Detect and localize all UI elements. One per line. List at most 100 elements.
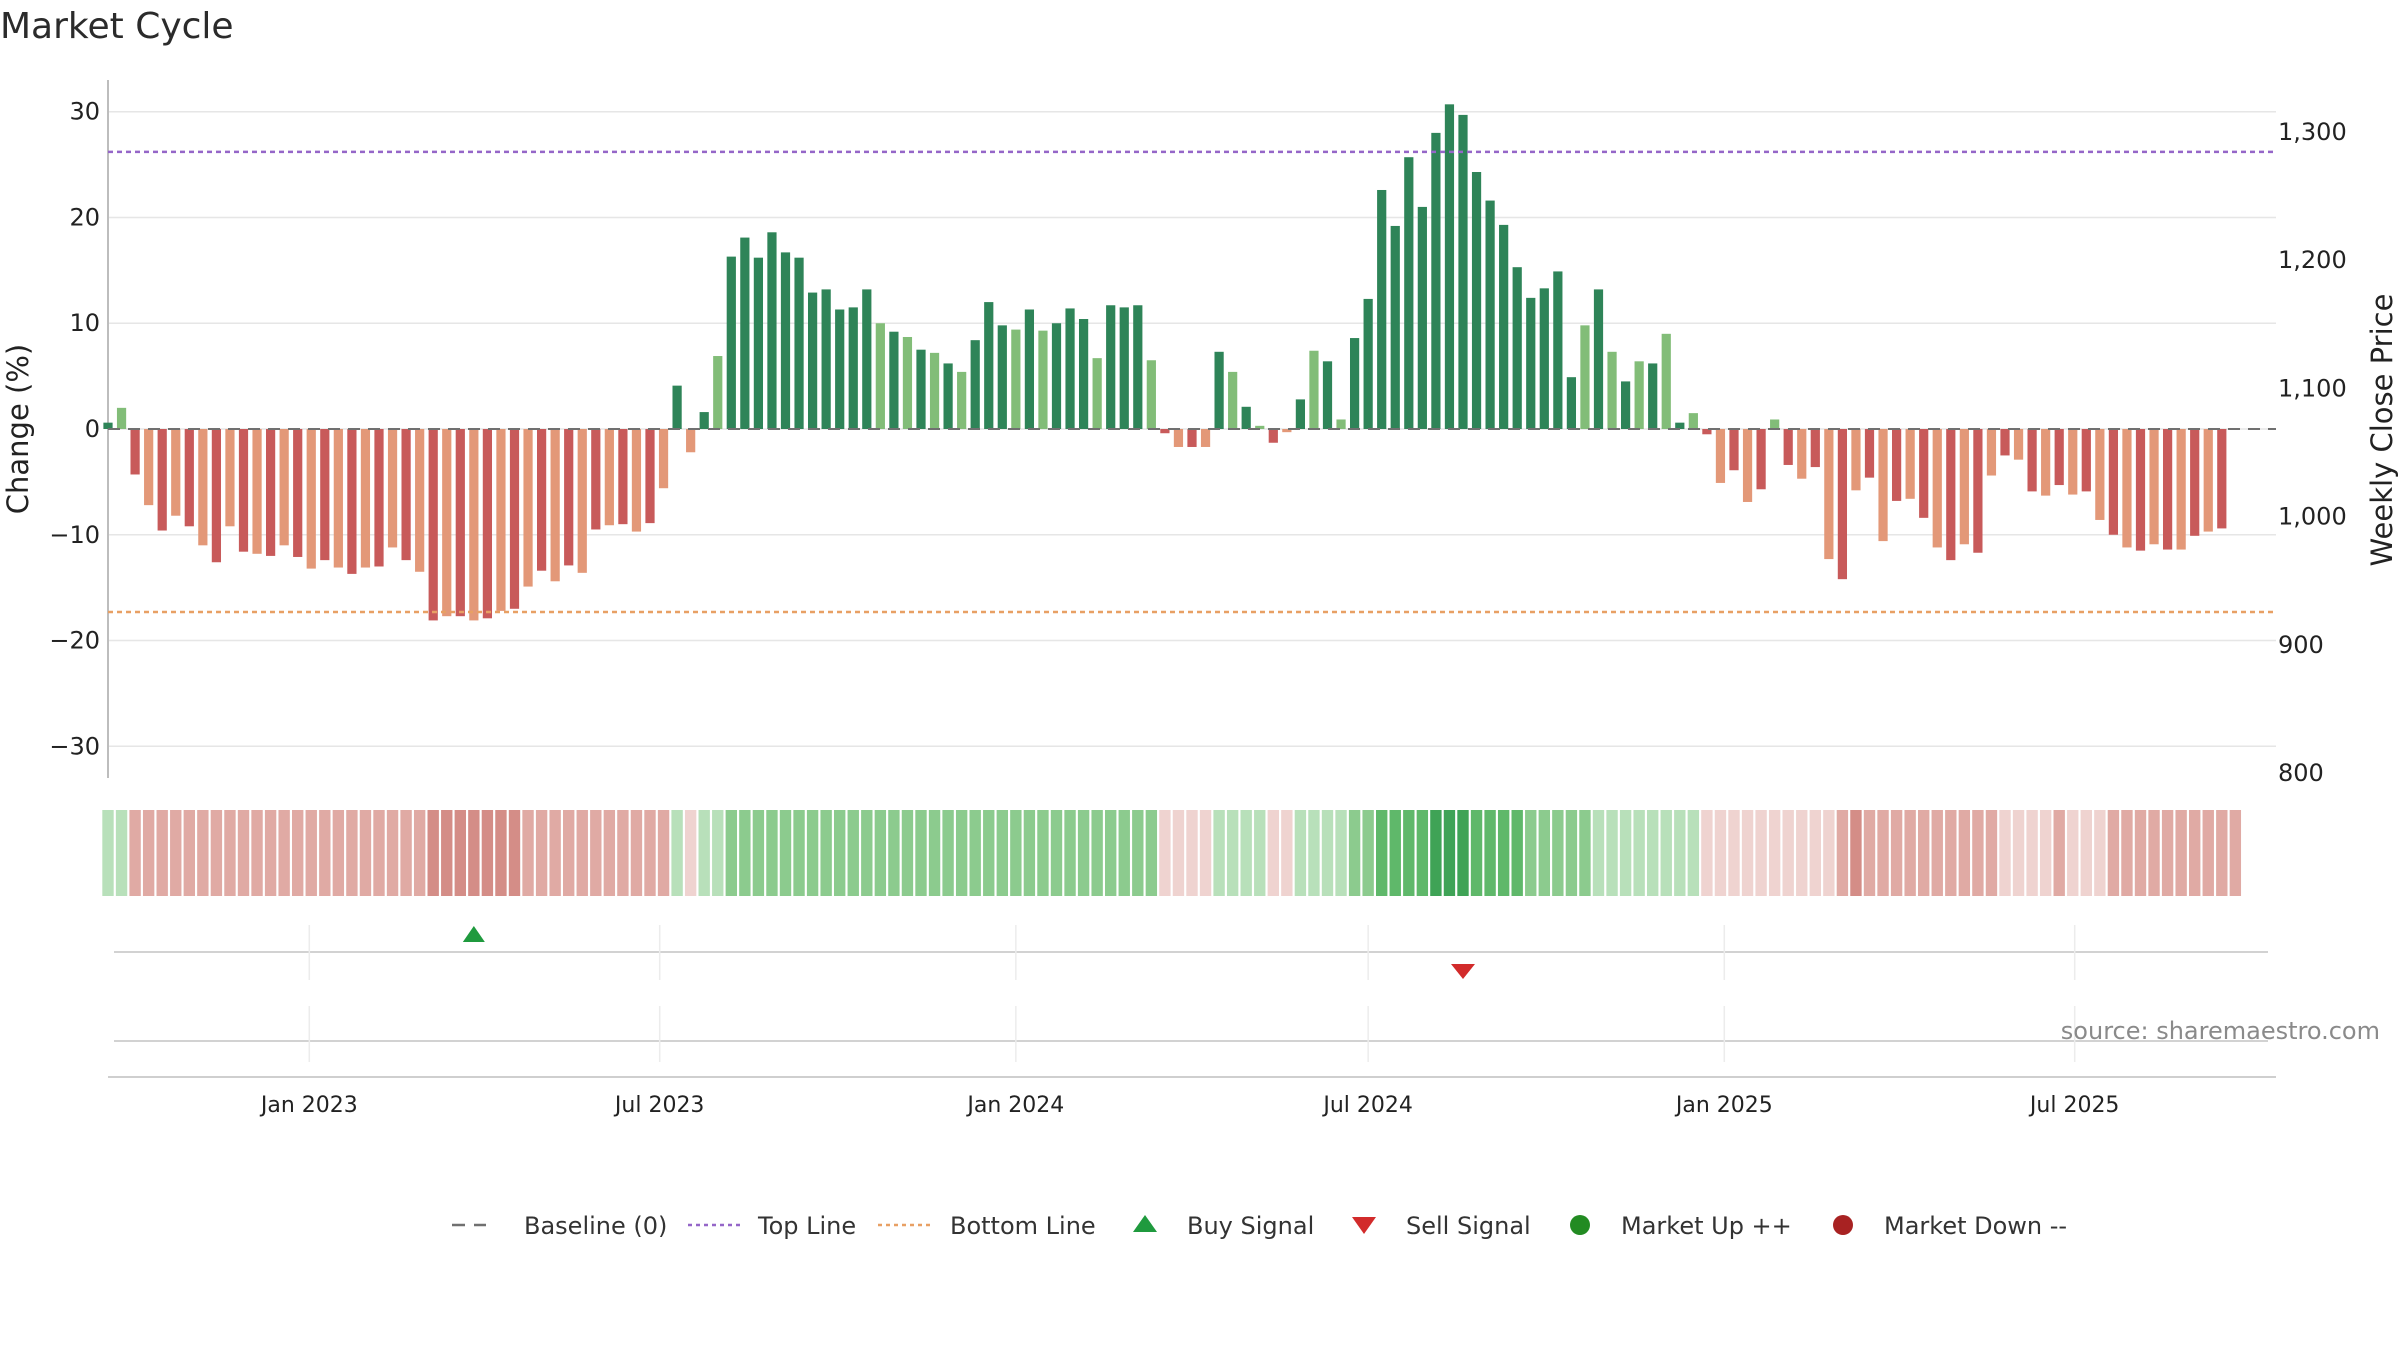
bar	[1729, 429, 1739, 471]
regime-cell	[1931, 810, 1943, 896]
bar	[970, 340, 980, 429]
bar	[2162, 429, 2173, 550]
bar	[333, 429, 343, 568]
bar	[1160, 429, 1170, 434]
regime-cell	[1348, 810, 1361, 896]
bar	[577, 429, 587, 573]
sell-signal-marker	[1451, 964, 1475, 979]
regime-cell	[359, 810, 372, 896]
bar	[1539, 288, 1549, 429]
bar	[1038, 330, 1048, 429]
regime-cell	[874, 810, 887, 896]
regime-cell	[1728, 810, 1740, 896]
bar	[2108, 429, 2119, 535]
bar	[889, 331, 899, 429]
bar	[1620, 381, 1631, 429]
bar	[469, 429, 479, 621]
bar	[238, 429, 249, 552]
bar	[1268, 429, 1278, 443]
regime-cell	[1470, 810, 1483, 896]
regime-cell	[319, 810, 331, 896]
regime-cell	[942, 810, 954, 896]
bar	[1851, 429, 1861, 491]
y-tick-label-left: −30	[49, 732, 100, 760]
regime-cell	[183, 810, 195, 896]
regime-cell	[1511, 810, 1523, 896]
bar	[279, 429, 289, 546]
y-axis-label-left: Change (%)	[1, 344, 35, 514]
regime-cell	[1890, 810, 1903, 896]
regime-cell	[1226, 810, 1239, 896]
y-tick-label-right: 900	[2278, 631, 2324, 659]
y-tick-label-right: 1,300	[2278, 118, 2347, 146]
regime-cell	[1972, 810, 1984, 896]
bar	[1065, 308, 1075, 429]
legend-sell-label: Sell Signal	[1406, 1212, 1531, 1240]
regime-cell	[170, 810, 182, 896]
regime-cell	[1633, 810, 1645, 896]
bar	[1675, 422, 1685, 429]
y-tick-label-left: −10	[49, 521, 100, 549]
bar	[184, 429, 194, 527]
bar	[1688, 413, 1698, 429]
bar	[713, 356, 723, 429]
bar	[1471, 172, 1482, 429]
regime-cell	[1809, 810, 1821, 896]
regime-cell	[766, 810, 778, 896]
bar	[2149, 429, 2159, 545]
bar	[1377, 189, 1387, 429]
regime-cell	[1918, 810, 1930, 896]
bar	[496, 429, 506, 611]
regime-cell	[834, 810, 846, 896]
y-tick-label-left: 10	[69, 309, 100, 337]
bar	[1770, 419, 1780, 429]
regime-cell	[278, 810, 290, 896]
bar	[902, 336, 913, 429]
bar	[1200, 429, 1211, 447]
y-tick-label-left: 30	[69, 98, 100, 126]
bar	[1309, 350, 1319, 429]
y-tick-label-left: 20	[69, 203, 100, 231]
bar	[740, 237, 750, 429]
regime-cell	[576, 810, 588, 896]
regime-cell	[1037, 810, 1049, 896]
regime-cell	[1606, 810, 1618, 896]
x-tick-label: Jan 2025	[1674, 1093, 1773, 1118]
bar	[2027, 429, 2037, 492]
bar	[767, 232, 777, 429]
bar	[1878, 429, 1888, 542]
bar	[1146, 360, 1156, 429]
bar	[2190, 429, 2200, 536]
regime-cell	[1985, 810, 1998, 896]
regime-cell	[1403, 810, 1415, 896]
bar	[157, 429, 167, 531]
regime-cell	[2094, 810, 2106, 896]
regime-cell	[305, 810, 317, 896]
bar	[591, 429, 601, 530]
regime-cell	[508, 810, 521, 896]
bar	[1173, 429, 1184, 447]
bar	[1417, 206, 1427, 429]
regime-cell	[698, 810, 710, 896]
y-tick-label-right: 1,200	[2278, 246, 2347, 274]
regime-cell	[1836, 810, 1849, 896]
bar	[1187, 429, 1197, 447]
bar	[957, 371, 967, 429]
regime-cell	[617, 810, 629, 896]
regime-cell	[156, 810, 168, 896]
bar	[807, 292, 818, 429]
regime-cell	[644, 810, 656, 896]
regime-cell	[441, 810, 453, 896]
regime-cell	[1457, 810, 1469, 896]
regime-cell	[671, 810, 683, 896]
bar	[1444, 104, 1455, 429]
bar	[1078, 319, 1089, 429]
x-tick-label: Jan 2023	[259, 1093, 358, 1118]
regime-cell	[1755, 810, 1767, 896]
bar	[1349, 338, 1360, 429]
regime-cell	[2039, 810, 2052, 896]
bar	[1797, 429, 1807, 479]
regime-cell	[2067, 810, 2079, 896]
bar	[347, 429, 357, 574]
bar	[1810, 429, 1820, 468]
